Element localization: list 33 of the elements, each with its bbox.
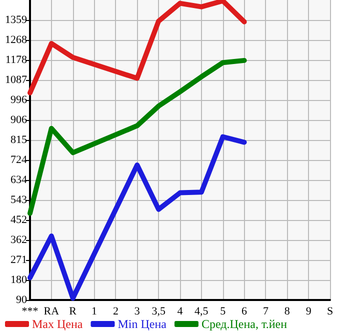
- x-tick-label: 8: [284, 306, 290, 318]
- x-tick-label: 5: [220, 306, 226, 318]
- legend-label: Сред.Цена, т.йен: [201, 317, 288, 331]
- x-tick-label: 3,5: [152, 306, 166, 318]
- y-tick-label: 362: [10, 234, 27, 246]
- y-tick-label: 1359: [5, 14, 28, 26]
- y-tick-label: 1268: [5, 34, 28, 46]
- legend-label: Max Цена: [32, 317, 84, 331]
- y-tick-label: 90: [16, 294, 28, 306]
- y-tick-label: 180: [10, 274, 28, 286]
- y-tick-label: 906: [10, 114, 28, 126]
- y-tick-label: 815: [10, 134, 28, 146]
- x-tick-label: S: [326, 306, 334, 318]
- x-tick-label: 9: [306, 306, 312, 318]
- y-tick-label: 271: [10, 254, 27, 266]
- x-tick-label: 7: [262, 306, 269, 318]
- y-tick-label: 1178: [5, 54, 28, 66]
- legend-label: Min Цена: [118, 317, 168, 331]
- x-tick-label: ***: [22, 306, 38, 318]
- x-tick-label: RA: [44, 306, 60, 318]
- y-tick-label: 634: [10, 174, 28, 186]
- x-tick-label: 1: [92, 306, 98, 318]
- x-tick-label: R: [69, 306, 78, 318]
- x-tick-label: 4,5: [194, 306, 209, 318]
- x-tick-label: 6: [242, 306, 248, 318]
- y-tick-label: 724: [10, 154, 28, 166]
- x-tick-label: 2: [112, 306, 118, 318]
- y-tick-label: 543: [10, 194, 28, 206]
- y-tick-label: 996: [10, 94, 28, 106]
- y-tick-label: 452: [10, 214, 27, 226]
- x-tick-label: 3: [134, 306, 140, 318]
- y-tick-label: 1087: [5, 74, 28, 86]
- x-tick-label: 4: [177, 306, 184, 318]
